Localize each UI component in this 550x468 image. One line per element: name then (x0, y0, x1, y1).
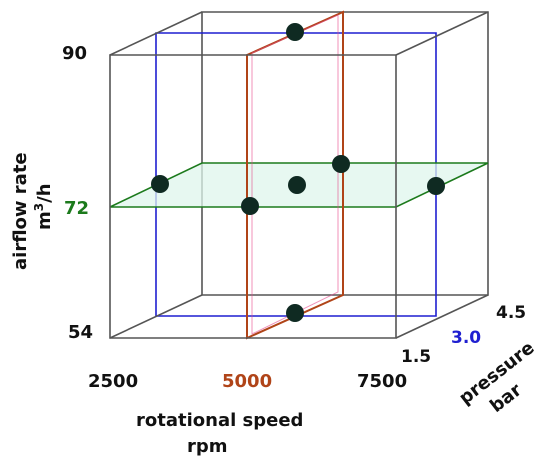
speed-tick-7500: 7500 (357, 371, 407, 392)
airflow-unit: m3/h (32, 183, 55, 230)
speed-title: rotational speed (136, 410, 303, 431)
speed-tick-2500: 2500 (88, 371, 138, 392)
cube-front-edges (109, 11, 489, 339)
speed-tick-5000: 5000 (222, 371, 272, 392)
airflow-title: airflow rate (10, 152, 31, 270)
point-top (286, 23, 304, 41)
point-center (288, 176, 306, 194)
point-right (427, 177, 445, 195)
airflow-tick-54: 54 (68, 322, 93, 343)
pressure-tick-4.5: 4.5 (496, 303, 526, 323)
point-bottom (286, 304, 304, 322)
airflow-tick-90: 90 (62, 43, 87, 64)
point-front (241, 197, 259, 215)
point-left (151, 175, 169, 193)
speed-unit: rpm (187, 436, 228, 457)
speed-plane (246, 10, 344, 340)
pressure-tick-1.5: 1.5 (401, 347, 431, 367)
airflow-tick-72: 72 (64, 198, 89, 219)
design-points (151, 23, 445, 322)
point-back (332, 155, 350, 173)
pressure-tick-3.0: 3.0 (451, 328, 481, 348)
